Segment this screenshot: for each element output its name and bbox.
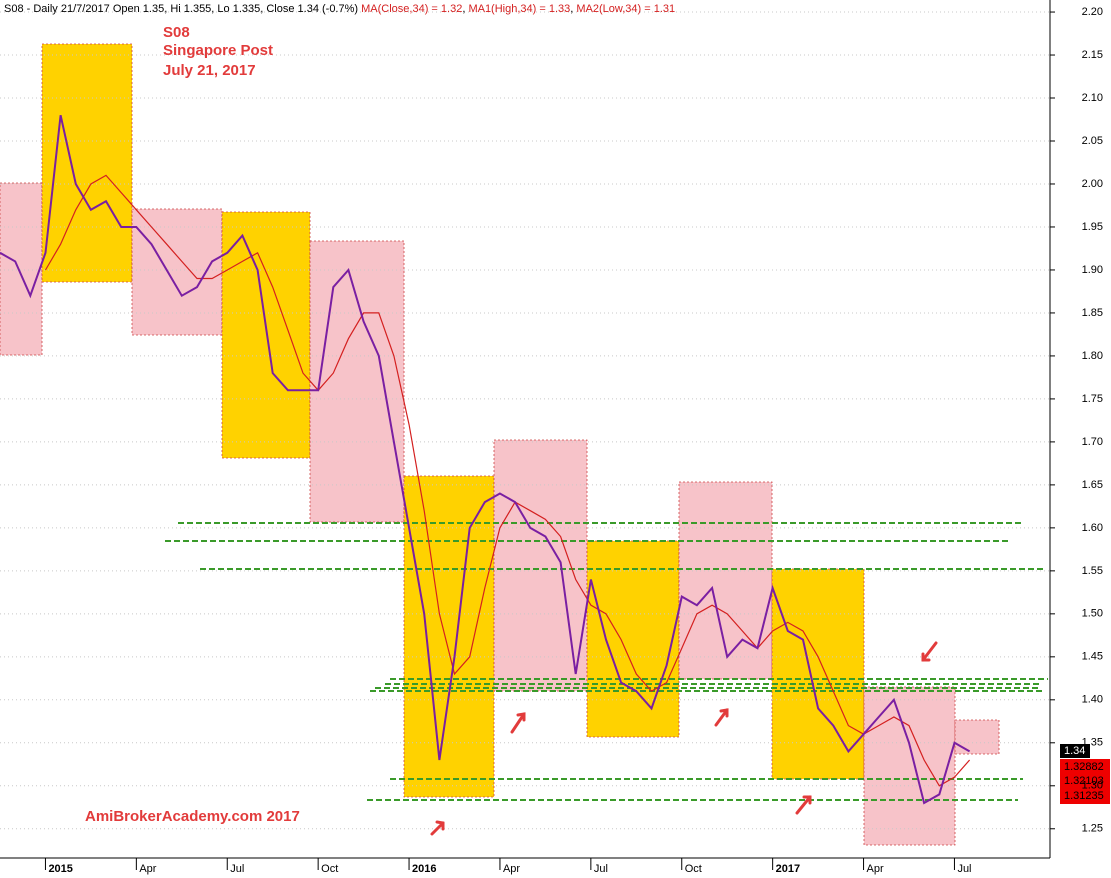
header: S08 - Daily 21/7/2017 Open 1.35, Hi 1.35… xyxy=(4,3,675,15)
x-tick-label: 2015 xyxy=(48,863,72,875)
zone xyxy=(403,475,495,798)
arrow xyxy=(714,708,729,727)
zone xyxy=(0,182,43,356)
zone xyxy=(309,240,405,523)
y-tick-label: 1.90 xyxy=(1082,264,1103,276)
y-tick-label: 1.75 xyxy=(1082,393,1103,405)
label-box xyxy=(1060,759,1110,804)
zones xyxy=(0,43,1000,846)
y-tick-label: 1.80 xyxy=(1082,350,1103,362)
y-tick-label: 1.50 xyxy=(1082,608,1103,620)
y-tick-label: 2.15 xyxy=(1082,49,1103,61)
zone xyxy=(41,43,133,283)
y-tick-label: 1.25 xyxy=(1082,823,1103,835)
watermark: AmiBrokerAcademy.com 2017 xyxy=(85,808,300,825)
x-tick-label: 2017 xyxy=(776,863,800,875)
x-tick-label: 2016 xyxy=(412,863,436,875)
zone xyxy=(221,211,311,459)
y-tick-label: 1.45 xyxy=(1082,651,1103,663)
y-tick-label: 1.95 xyxy=(1082,221,1103,233)
y-tick-label: 1.60 xyxy=(1082,522,1103,534)
y-tick-label: 1.55 xyxy=(1082,565,1103,577)
chart-date: July 21, 2017 xyxy=(163,62,256,79)
support-lines xyxy=(165,522,1048,801)
y-tick-label: 2.05 xyxy=(1082,135,1103,147)
x-tick-label: Apr xyxy=(867,863,884,875)
last-labels: 1.34 1.32882 1.32103 1.31235 xyxy=(1060,744,1110,804)
price-line xyxy=(0,114,971,805)
arrow xyxy=(430,820,445,836)
arrows xyxy=(430,641,938,836)
arrow xyxy=(510,712,526,734)
zone xyxy=(131,208,223,336)
plot xyxy=(0,114,971,805)
legend-entry: MA(Close,34) = 1.32 xyxy=(361,3,462,15)
y-tick-label: 2.10 xyxy=(1082,92,1103,104)
legend-entry: MA1(High,34) = 1.33 xyxy=(468,3,570,15)
x-tick-label: Jul xyxy=(594,863,608,875)
last-label: 1.31235 xyxy=(1064,790,1104,802)
last-label: 1.32882 xyxy=(1064,761,1104,773)
arrow xyxy=(921,641,938,662)
zone xyxy=(954,719,1000,755)
chart-subtitle: Singapore Post xyxy=(163,42,273,59)
header-info: S08 - Daily 21/7/2017 Open 1.35, Hi 1.35… xyxy=(4,3,358,15)
legend-entry: MA2(Low,34) = 1.31 xyxy=(576,3,675,15)
y-tick-label: 1.85 xyxy=(1082,307,1103,319)
x-tick-label: Apr xyxy=(139,863,156,875)
zone xyxy=(863,686,956,846)
x-tick-label: Oct xyxy=(321,863,338,875)
y-tick-label: 1.35 xyxy=(1082,737,1103,749)
y-tick-label: 2.20 xyxy=(1082,6,1103,18)
x-tick-label: Jul xyxy=(957,863,971,875)
last-label: 1.34 xyxy=(1064,745,1085,757)
y-tick-label: 2.00 xyxy=(1082,178,1103,190)
zone xyxy=(771,568,865,780)
y-tick-label: 1.40 xyxy=(1082,694,1103,706)
x-tick-label: Oct xyxy=(685,863,702,875)
arrow xyxy=(795,795,812,815)
y-tick-label: 1.65 xyxy=(1082,479,1103,491)
last-label: 1.32103 xyxy=(1064,775,1104,787)
y-tick-label: 1.70 xyxy=(1082,436,1103,448)
grid xyxy=(0,11,1050,830)
ma-line xyxy=(44,174,971,787)
x-tick-label: Apr xyxy=(503,863,520,875)
x-tick-label: Jul xyxy=(230,863,244,875)
chart-title: S08 xyxy=(163,24,190,41)
label-box xyxy=(1060,744,1090,758)
y-tick-label: 1.30 xyxy=(1082,780,1103,792)
